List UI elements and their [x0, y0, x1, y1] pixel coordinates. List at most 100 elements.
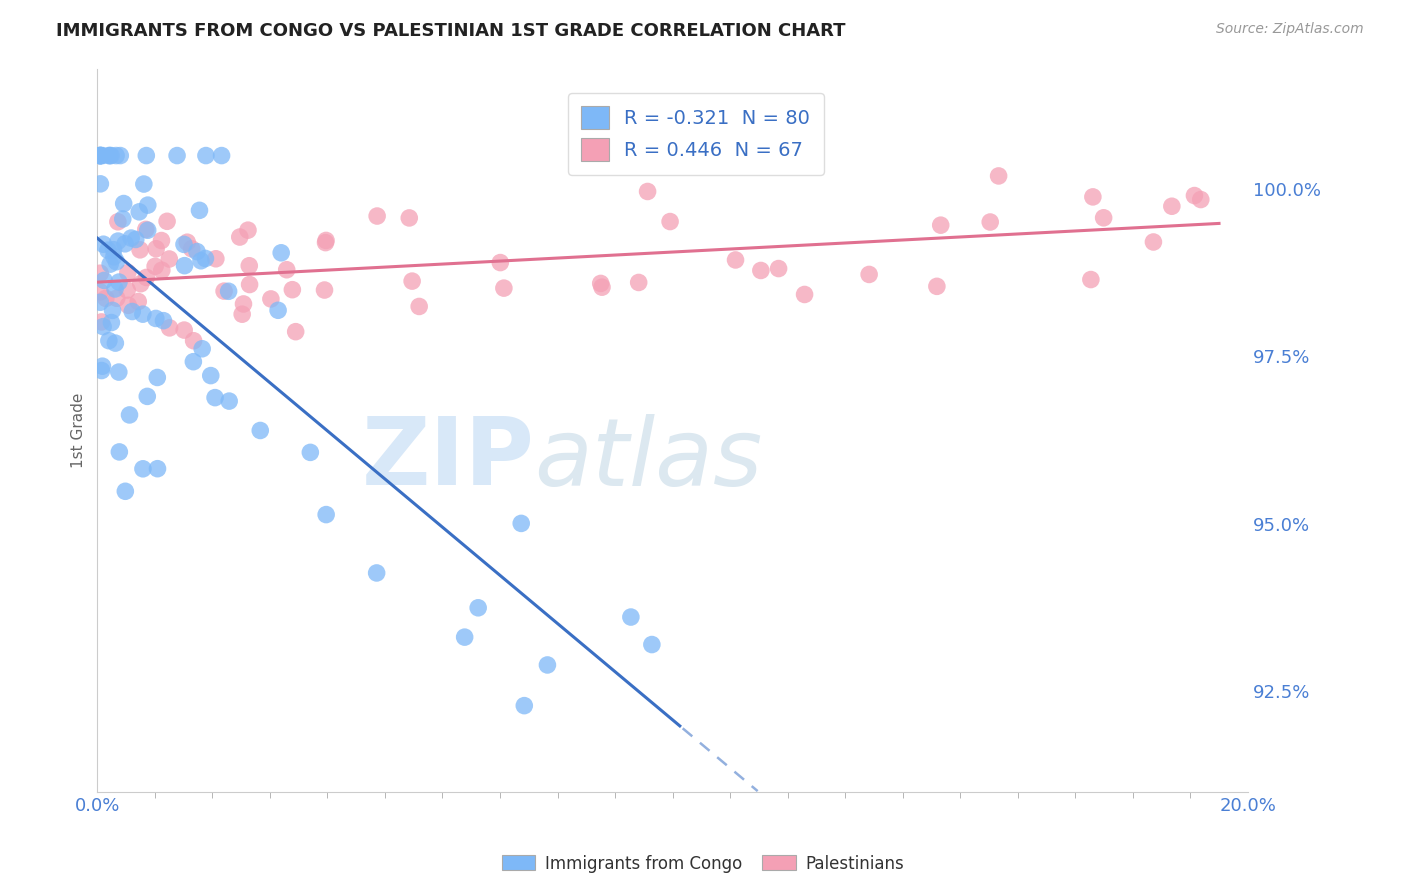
Point [1092, 211, 1115, 225]
Point [117, 266, 139, 280]
Point [398, 211, 420, 225]
Point [315, 508, 337, 522]
Point [232, 297, 254, 311]
Point [97, 334, 120, 348]
Point [180, 242, 202, 256]
Point [204, 391, 226, 405]
Point [97, 243, 120, 257]
Y-axis label: 1st Grade: 1st Grade [72, 392, 86, 467]
Point [129, 277, 152, 291]
Point [267, 303, 290, 318]
Point [135, 222, 157, 236]
Point [89, 148, 111, 162]
Point [111, 211, 134, 226]
Point [104, 282, 127, 296]
Point [641, 638, 664, 652]
Point [110, 148, 132, 162]
Point [107, 215, 129, 229]
Point [103, 243, 125, 257]
Point [105, 291, 128, 305]
Point [194, 148, 217, 162]
Point [173, 323, 195, 337]
Point [401, 274, 423, 288]
Point [408, 300, 430, 314]
Point [89, 177, 111, 191]
Point [212, 284, 235, 298]
Point [173, 237, 195, 252]
Point [103, 250, 125, 264]
Point [1081, 190, 1104, 204]
Point [135, 148, 157, 162]
Point [724, 252, 747, 267]
Point [105, 254, 128, 268]
Point [89, 148, 111, 162]
Point [146, 370, 169, 384]
Point [231, 307, 253, 321]
Point [115, 283, 138, 297]
Point [150, 234, 173, 248]
Point [145, 242, 167, 256]
Point [143, 260, 166, 274]
Point [108, 275, 131, 289]
Point [659, 214, 682, 228]
Point [98, 148, 121, 162]
Point [136, 198, 159, 212]
Point [453, 630, 475, 644]
Point [98, 257, 121, 271]
Point [467, 600, 489, 615]
Point [858, 268, 880, 282]
Point [589, 277, 612, 291]
Point [98, 148, 121, 162]
Point [183, 334, 205, 348]
Point [108, 365, 131, 379]
Point [93, 273, 115, 287]
Point [157, 252, 180, 266]
Point [191, 342, 214, 356]
Point [176, 235, 198, 250]
Point [91, 359, 114, 374]
Point [105, 148, 128, 162]
Point [100, 316, 122, 330]
Point [120, 231, 142, 245]
Point [510, 516, 533, 531]
Point [94, 291, 117, 305]
Legend: R = -0.321  N = 80, R = 0.446  N = 67: R = -0.321 N = 80, R = 0.446 N = 67 [568, 93, 824, 175]
Point [1142, 235, 1164, 249]
Point [1184, 188, 1206, 202]
Point [768, 261, 790, 276]
Point [159, 321, 181, 335]
Point [1189, 193, 1212, 207]
Point [249, 424, 271, 438]
Point [925, 279, 948, 293]
Point [284, 325, 307, 339]
Point [299, 445, 322, 459]
Point [188, 203, 211, 218]
Point [128, 204, 150, 219]
Point [152, 313, 174, 327]
Point [145, 311, 167, 326]
Point [91, 148, 114, 162]
Point [276, 262, 298, 277]
Point [121, 304, 143, 318]
Point [236, 223, 259, 237]
Point [183, 354, 205, 368]
Point [591, 280, 613, 294]
Point [114, 236, 136, 251]
Point [492, 281, 515, 295]
Text: ZIP: ZIP [361, 413, 534, 505]
Point [89, 148, 111, 162]
Point [186, 244, 208, 259]
Point [366, 209, 388, 223]
Point [146, 461, 169, 475]
Point [1160, 199, 1182, 213]
Point [127, 294, 149, 309]
Point [513, 698, 536, 713]
Point [132, 462, 155, 476]
Point [89, 148, 111, 162]
Legend: Immigrants from Congo, Palestinians: Immigrants from Congo, Palestinians [495, 848, 911, 880]
Point [136, 389, 159, 403]
Point [929, 218, 952, 232]
Text: atlas: atlas [534, 414, 763, 505]
Point [89, 295, 111, 310]
Point [117, 298, 139, 312]
